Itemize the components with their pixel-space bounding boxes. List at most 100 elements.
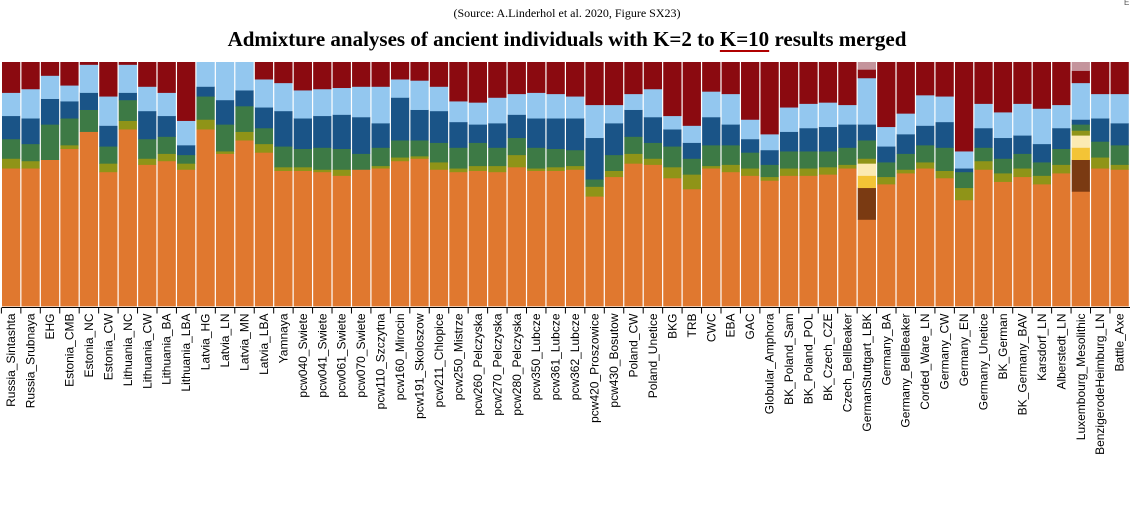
segment-green <box>507 137 526 156</box>
segment-green <box>157 136 176 154</box>
segment-cream <box>1071 135 1090 148</box>
segment-olive <box>760 176 779 181</box>
segment-olive <box>896 169 915 174</box>
segment-lightblue <box>177 120 196 146</box>
segment-maroon <box>760 62 779 135</box>
segment-orange <box>896 173 915 307</box>
tick-label: Battle_Axe <box>1113 313 1127 371</box>
bar-Latvia_LBA <box>254 62 274 307</box>
segment-navy <box>974 127 993 148</box>
tick-label: Corded_Ware_LN <box>918 314 932 410</box>
segment-green <box>1071 124 1090 131</box>
segment-navy <box>215 99 235 125</box>
segment-lightblue <box>235 62 254 91</box>
segment-orange <box>138 164 157 307</box>
segment-maroon <box>702 62 721 92</box>
segment-maroon <box>682 62 701 126</box>
segment-olive <box>799 168 818 176</box>
segment-navy <box>993 137 1013 159</box>
segment-orange <box>390 160 410 307</box>
segment-olive <box>702 165 721 169</box>
segment-olive <box>488 165 507 173</box>
segment-green <box>1032 162 1052 176</box>
segment-navy <box>177 144 196 156</box>
segment-olive <box>682 174 701 190</box>
segment-lightblue <box>663 115 682 130</box>
bar-BK_Poland_Sam <box>779 62 799 307</box>
chart-title: Admixture analyses of ancient individual… <box>0 27 1134 52</box>
segment-navy <box>371 123 390 148</box>
tick-label: Lithuania_LBA <box>179 314 193 392</box>
segment-lightblue <box>196 62 215 87</box>
segment-orange <box>313 171 332 307</box>
bar-pcw070_Swiete <box>352 62 371 307</box>
segment-olive <box>99 163 118 173</box>
tick-label: Germany_BellBeaker <box>899 314 913 428</box>
segment-green <box>877 162 896 178</box>
bar-pcw430_Bosutow <box>604 62 624 307</box>
segment-green <box>293 148 312 168</box>
bar-Germany_BellBeaker <box>896 62 915 307</box>
segment-olive <box>21 160 40 169</box>
segment-orange <box>429 169 449 307</box>
tick-label: pcw420_Proszowice <box>588 313 602 423</box>
segment-orange <box>507 166 526 307</box>
segment-olive <box>371 165 390 169</box>
segment-lightblue <box>449 101 468 123</box>
segment-orange <box>877 184 896 307</box>
segment-navy <box>429 110 449 143</box>
segment-olive <box>954 187 974 201</box>
segment-orange <box>293 170 312 307</box>
tick-label: Yamnaya <box>276 313 290 363</box>
segment-orange <box>702 168 721 307</box>
segment-olive <box>566 165 585 170</box>
segment-orange <box>21 168 40 307</box>
segment-lightblue <box>79 64 99 93</box>
segment-lightblue <box>1032 108 1052 145</box>
bar-Globular_Amphora <box>760 62 779 307</box>
tick-label: Lithuania_NC <box>121 313 135 386</box>
bar-pcw361_Lubcze <box>546 62 565 307</box>
segment-green <box>274 146 293 168</box>
segment-maroon <box>877 62 896 128</box>
bar-EHG <box>40 62 60 307</box>
segment-green <box>254 127 274 145</box>
segment-lightblue <box>332 87 351 115</box>
segment-green <box>1110 144 1129 165</box>
segment-olive <box>254 143 274 153</box>
segment-green <box>313 147 332 170</box>
segment-olive <box>935 170 954 179</box>
segment-lightblue <box>896 113 915 135</box>
segment-navy <box>332 114 351 150</box>
segment-lightblue <box>1052 104 1071 129</box>
segment-green <box>663 146 682 168</box>
segment-orange <box>682 188 701 307</box>
segment-green <box>429 142 449 163</box>
segment-olive <box>60 144 79 150</box>
bar-Alberstedt_LN <box>1052 62 1071 307</box>
segment-green <box>818 151 838 168</box>
segment-navy <box>60 101 79 119</box>
bar-Latvia_LN <box>215 62 235 307</box>
tick-label: pcw041_Swiete <box>315 313 329 397</box>
segment-maroon <box>352 62 371 87</box>
segment-lightblue <box>488 97 507 124</box>
segment-orange <box>468 170 488 307</box>
tick-label: EHG <box>43 314 57 340</box>
tick-label: pcw280_Pelczyska <box>510 313 524 415</box>
segment-olive <box>390 157 410 162</box>
segment-lightblue <box>215 62 235 101</box>
segment-maroon <box>99 62 118 97</box>
segment-lightblue <box>99 96 118 126</box>
segment-lightblue <box>993 112 1013 139</box>
segment-lightblue <box>741 119 760 140</box>
segment-orange <box>177 169 196 307</box>
segment-olive <box>410 155 429 159</box>
title-k10-highlight: K=10 <box>719 27 770 51</box>
bar-Estonia_NC <box>79 62 99 307</box>
segment-lightblue <box>916 94 935 126</box>
bar-Estonia_CW <box>99 62 118 307</box>
segment-green <box>935 147 954 171</box>
bar-pcw250_Mistrze <box>449 62 468 307</box>
segment-olive <box>974 160 993 170</box>
